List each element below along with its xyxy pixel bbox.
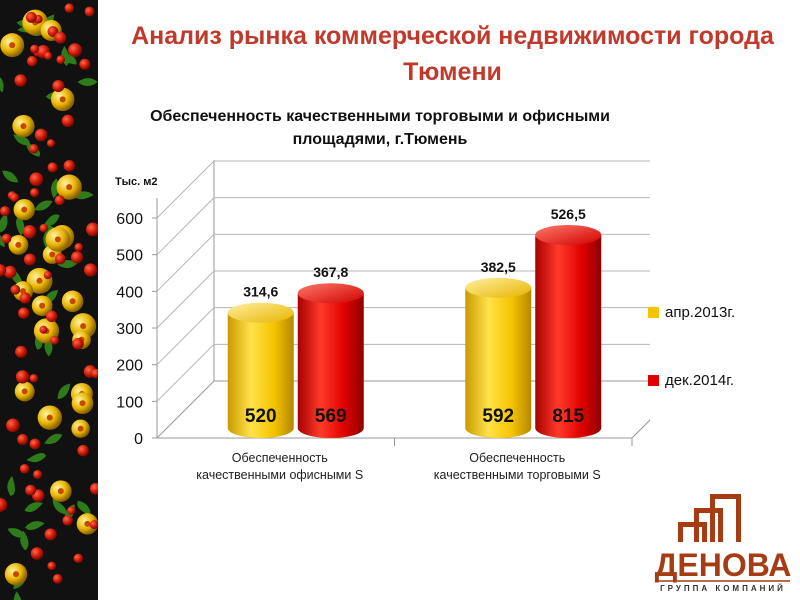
gridline [156, 160, 650, 219]
bar-top [465, 277, 532, 298]
data-label: 367,8 [313, 264, 348, 280]
slide-title: Анализ рынка коммерческой недвижимости г… [131, 22, 774, 86]
y-tick-label: 200 [116, 358, 143, 375]
bar-body [535, 235, 602, 439]
legend-item-dec2014: дек.2014г. [648, 371, 735, 389]
inner-value-label: 592 [482, 406, 514, 427]
y-tick-label: 500 [116, 248, 143, 265]
x-tick-label: Обеспеченность качественными офисными S [196, 451, 363, 482]
data-label: 314,6 [243, 284, 278, 300]
bar-top [535, 225, 602, 246]
y-tick-label: 400 [116, 284, 143, 301]
y-tick-label: 600 [116, 211, 143, 228]
logo-wordmark: ДЕНОВА [655, 547, 792, 583]
legend-swatch-yellow [648, 306, 659, 318]
data-label: 382,5 [481, 259, 516, 275]
legend-swatch-red [648, 374, 659, 386]
bar-top [227, 302, 294, 323]
data-label: 526,5 [551, 206, 586, 222]
bar-body [227, 312, 294, 439]
y-tick-label: 0 [134, 431, 143, 448]
bar-body [297, 293, 364, 439]
legend-item-apr2013: апр.2013г. [648, 303, 735, 321]
gridline [156, 233, 650, 292]
y-tick-label: 300 [116, 321, 143, 338]
company-logo: ДЕНОВА ГРУППА КОМПАНИЙ [655, 494, 792, 593]
back-wall [213, 160, 215, 381]
bar-apr2013 [465, 277, 532, 439]
inner-value-label: 569 [315, 406, 347, 427]
logo-tagline: ГРУППА КОМПАНИЙ [660, 584, 786, 593]
x-tick-label: Обеспеченность качественными торговыми S [434, 451, 601, 482]
chart-title: Обеспеченность качественными торговыми и… [150, 108, 610, 148]
inner-value-label: 520 [245, 406, 277, 427]
bar-chart: 0 100 200 300 400 500 600 Тыс. м2 Обеспеченность… [115, 160, 650, 482]
y-axis-label: Тыс. м2 [115, 176, 157, 188]
ornament-border [0, 0, 98, 600]
bar-apr2013 [227, 302, 294, 439]
legend-label: апр.2013г. [665, 303, 736, 321]
gridline [156, 270, 650, 329]
inner-value-label: 815 [552, 406, 584, 427]
bar-body [465, 287, 532, 439]
ornament-pattern [0, 0, 98, 600]
gridline [156, 197, 650, 256]
legend-label: дек.2014г. [665, 371, 735, 389]
bar-dec2014 [535, 225, 602, 439]
chart-legend: апр.2013г. дек.2014г. [648, 303, 735, 439]
bar-dec2014 [297, 283, 364, 439]
bar-top [297, 283, 364, 304]
y-tick-label: 100 [116, 394, 143, 411]
